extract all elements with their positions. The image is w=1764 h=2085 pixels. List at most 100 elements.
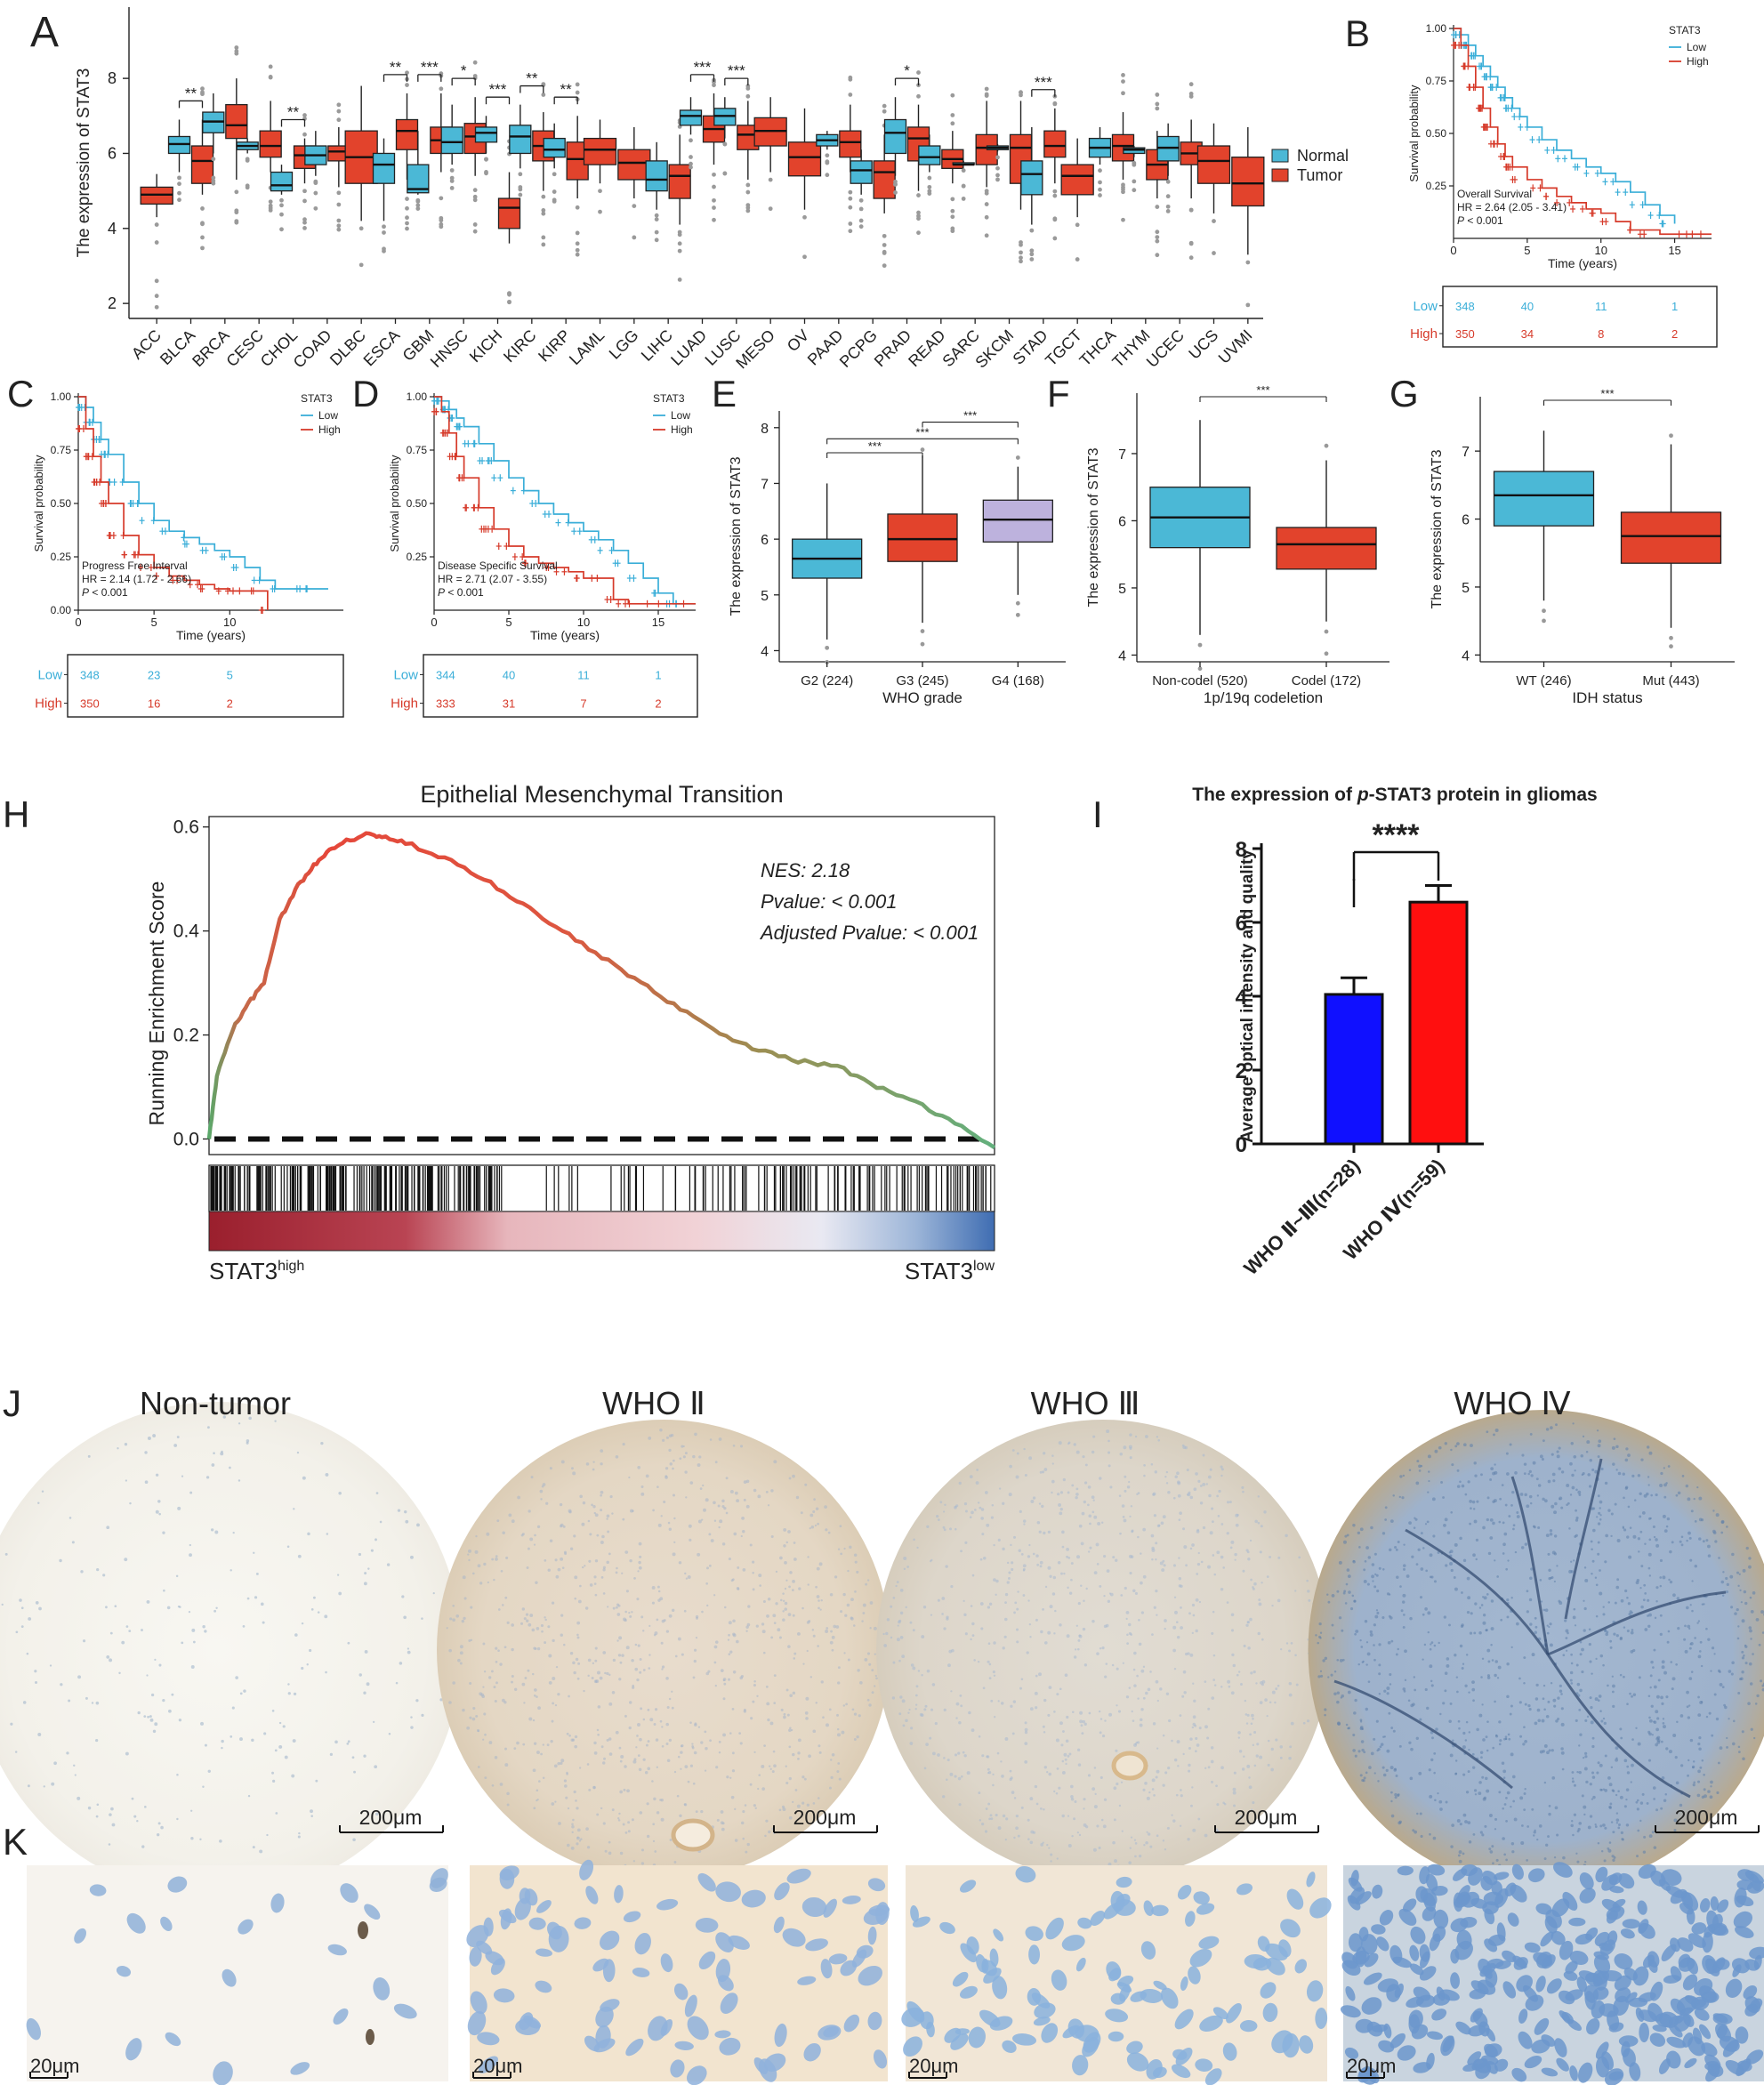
normal-box	[679, 109, 703, 126]
nucleus-dot	[621, 1572, 624, 1574]
nucleus-dot	[527, 1669, 530, 1672]
nucleus-dot	[415, 1699, 419, 1703]
nucleus-dot	[747, 1605, 751, 1608]
nucleus-dot	[1188, 1491, 1191, 1494]
nucleus-dot	[1718, 1557, 1720, 1559]
nucleus-dot	[542, 1483, 546, 1486]
nucleus-dot	[930, 1614, 933, 1616]
x-tick-label: SKCM	[971, 326, 1017, 372]
nucleus-dot	[982, 1687, 986, 1690]
nucleus-dot	[1079, 1719, 1083, 1724]
nucleus-dot	[1053, 1711, 1056, 1713]
nucleus-dot	[1035, 1674, 1038, 1678]
nucleus-dot	[181, 1641, 184, 1645]
nucleus-dot	[1093, 1767, 1097, 1769]
tumor-box	[395, 118, 419, 150]
nucleus-dot	[1319, 1637, 1322, 1639]
significance-label: ***	[1256, 383, 1269, 397]
nucleus-dot	[672, 1552, 676, 1557]
nucleus-dot	[576, 1677, 580, 1680]
nucleus-dot	[1249, 1539, 1253, 1542]
nucleus-dot	[1104, 1719, 1107, 1722]
nucleus-dot	[619, 1851, 624, 1856]
nucleus-dot	[1438, 1641, 1440, 1645]
nucleus-dot	[1632, 1693, 1637, 1696]
group-outlier	[1542, 608, 1546, 614]
nucleus-dot	[1571, 1485, 1575, 1490]
nucleus-dot	[1384, 1506, 1388, 1509]
nucleus-dot	[705, 1582, 708, 1585]
nucleus-dot	[921, 1635, 925, 1638]
nucleus-dot	[526, 1566, 529, 1569]
nucleus-dot	[235, 1676, 238, 1679]
nucleus-dot	[1459, 1823, 1462, 1826]
group-outlier	[1669, 635, 1673, 640]
nucleus-dot	[834, 1575, 838, 1579]
nucleus-dot	[1568, 1569, 1573, 1574]
nucleus-dot	[594, 1559, 599, 1563]
nucleus-dot	[549, 1467, 552, 1470]
nucleus-dot	[1448, 1719, 1452, 1723]
nucleus-dot	[1008, 1493, 1012, 1497]
nucleus-dot	[987, 1642, 991, 1646]
nucleus-dot	[689, 1764, 694, 1767]
nucleus-dot	[720, 1669, 724, 1672]
nucleus-dot	[1511, 1775, 1516, 1779]
nucleus-dot	[557, 1567, 561, 1572]
x-tick-label: MESO	[732, 326, 778, 373]
y-tick-label: 4	[1462, 648, 1470, 664]
group-outlier	[920, 629, 925, 633]
nucleus-dot	[1269, 1701, 1272, 1704]
nucleus-dot	[1619, 1727, 1623, 1731]
nucleus-dot	[995, 1593, 997, 1596]
nucleus-dot	[1495, 1735, 1499, 1738]
nucleus-dot	[1175, 1793, 1179, 1797]
nucleus-dot	[459, 1645, 463, 1649]
nucleus-dot	[600, 1540, 604, 1544]
nucleus-dot	[1188, 1769, 1191, 1773]
nucleus-dot	[167, 1709, 172, 1713]
nucleus-dot	[576, 1836, 579, 1839]
nucleus-dot	[767, 1718, 770, 1722]
nucleus-dot	[1113, 1818, 1116, 1822]
nucleus-dot	[1558, 1599, 1561, 1603]
normal-outlier	[415, 206, 421, 211]
nucleus-dot	[1386, 1749, 1390, 1753]
nucleus-dot	[766, 1702, 770, 1706]
legend-label-high: High	[1687, 55, 1709, 68]
nucleus-dot	[1220, 1468, 1224, 1471]
nucleus-dot	[963, 1754, 967, 1758]
nucleus-dot	[571, 1824, 575, 1829]
stat3-low-label: STAT3low	[905, 1258, 995, 1284]
nucleus-dot	[818, 1562, 823, 1566]
nucleus-dot	[1216, 1803, 1220, 1807]
nucleus-dot	[1600, 1849, 1604, 1853]
nucleus-dot	[993, 1543, 995, 1547]
x-tick-label: 10	[1594, 244, 1607, 257]
nucleus-dot	[1062, 1730, 1065, 1733]
nucleus-dot	[114, 1605, 117, 1608]
nucleus-dot	[593, 1511, 597, 1515]
nucleus-dot	[59, 1558, 62, 1563]
nucleus-dot	[1133, 1684, 1137, 1687]
nucleus-dot	[856, 1735, 859, 1739]
tumor-outlier	[234, 219, 239, 223]
nucleus-dot	[1545, 1428, 1550, 1431]
nucleus-dot	[375, 1492, 379, 1494]
nucleus-dot	[1243, 1644, 1246, 1647]
nucleus-dot	[958, 1803, 962, 1807]
legend-tumor-label: Tumor	[1297, 166, 1342, 184]
nucleus-dot	[714, 1684, 717, 1687]
nucleus-dot	[631, 1658, 634, 1662]
nucleus-dot	[1608, 1841, 1612, 1844]
nucleus-dot	[1178, 1518, 1181, 1521]
nucleus-dot	[1137, 1535, 1140, 1539]
risk-table-frame	[1442, 286, 1718, 348]
nucleus-dot	[511, 1680, 513, 1684]
nucleus-dot	[1389, 1672, 1392, 1677]
nucleus-dot	[521, 1533, 525, 1536]
nucleus-dot	[1028, 1623, 1032, 1626]
nucleus-dot	[743, 1708, 746, 1711]
